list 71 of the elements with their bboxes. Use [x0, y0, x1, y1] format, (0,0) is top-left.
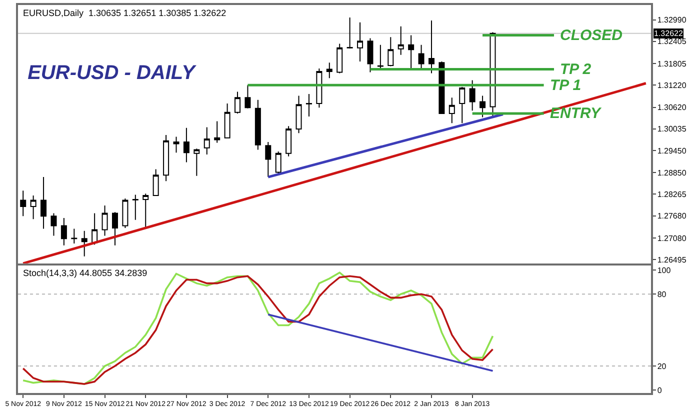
y-tick-label: 1.28850 — [657, 168, 687, 178]
candlestick — [428, 20, 434, 74]
y-tick-label: 100 — [657, 266, 672, 275]
series-label: ENTRY — [550, 105, 603, 122]
y-tick-label: 1.28265 — [657, 190, 687, 199]
candlestick — [306, 93, 312, 117]
y-tick-label: 1.32405 — [657, 37, 687, 46]
ref-line-label: 1.32622 — [654, 29, 684, 38]
y-tick-label: 1.27680 — [657, 212, 687, 221]
candlestick — [142, 193, 149, 228]
candlestick — [367, 38, 374, 73]
candlestick — [50, 212, 57, 236]
candlestick — [408, 34, 414, 69]
candlestick — [132, 194, 138, 220]
series-label: TP 2 — [560, 61, 592, 78]
y-tick-label: 1.32990 — [657, 16, 687, 25]
y-tick-label: 1.30035 — [657, 124, 687, 134]
candlestick — [112, 212, 118, 246]
candlestick — [448, 97, 455, 124]
candlestick — [469, 80, 476, 112]
candlestick — [265, 141, 272, 178]
y-tick-label: 1.26495 — [657, 255, 687, 264]
candlestick — [214, 120, 220, 144]
candlestick — [286, 126, 292, 157]
candlestick — [326, 62, 332, 79]
candlestick — [71, 228, 78, 244]
candlestick — [377, 44, 384, 70]
candlestick — [204, 126, 210, 156]
candlestick — [60, 218, 67, 246]
candlestick — [234, 91, 241, 114]
y-tick-label: 1.29450 — [657, 146, 687, 156]
candlestick — [163, 134, 170, 182]
series-label: CLOSED — [560, 27, 623, 44]
candlestick — [316, 68, 322, 108]
candlestick — [418, 44, 424, 69]
candlestick — [346, 17, 353, 50]
candlestick — [336, 43, 343, 74]
candlestick — [173, 136, 180, 154]
annotation: EURUSD,Daily 1.30635 1.32651 1.30385 1.32622 — [23, 8, 226, 18]
candlestick — [20, 190, 26, 217]
candlestick — [438, 60, 445, 114]
candlestick — [122, 198, 128, 228]
annotation: Stoch(14,3,3) 44.8055 34.2839 — [23, 268, 148, 278]
candlestick — [92, 212, 98, 246]
candlestick — [183, 127, 190, 163]
candlestick — [30, 194, 36, 220]
candlestick — [81, 230, 88, 257]
y-tick-label: 1.31805 — [657, 59, 687, 68]
y-tick-label: 1.31220 — [657, 80, 687, 90]
candlestick — [224, 103, 230, 138]
series-label: TP 1 — [550, 77, 582, 94]
candlestick — [194, 148, 200, 176]
candlestick — [398, 26, 404, 56]
candlestick — [480, 95, 486, 118]
y-tick-label: 0 — [657, 386, 662, 395]
candlestick — [459, 86, 466, 124]
candlestick — [40, 176, 47, 230]
y-tick-label: 1.30620 — [657, 103, 687, 112]
candlestick — [102, 204, 108, 236]
candlestick — [388, 36, 394, 67]
candlestick — [254, 99, 261, 150]
text: EUR-USD - DAILY — [28, 62, 197, 84]
y-tick-label: 20 — [657, 362, 667, 371]
candlestick — [244, 84, 251, 109]
candlestick — [152, 168, 159, 196]
candlestick — [357, 22, 364, 62]
candlestick — [275, 151, 282, 175]
y-tick-label: 1.27080 — [657, 234, 687, 243]
candlestick — [296, 95, 302, 134]
candlestick — [490, 32, 496, 116]
y-tick-label: 80 — [657, 290, 667, 299]
